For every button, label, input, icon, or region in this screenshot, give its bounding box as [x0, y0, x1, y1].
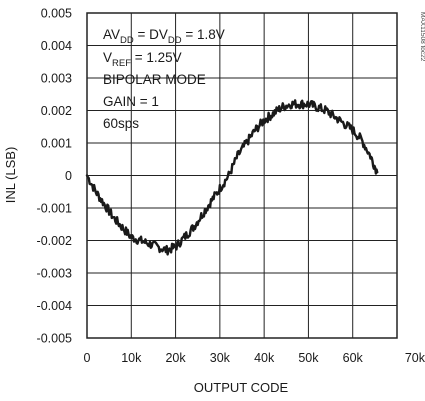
y-tick-label: 0.004	[41, 39, 72, 53]
y-tick-label: -0.001	[37, 202, 72, 216]
series-layer	[85, 99, 379, 256]
y-tick-label: -0.002	[37, 234, 72, 248]
x-tick-label: 30k	[210, 351, 231, 365]
y-axis-title: INL (LSB)	[3, 147, 18, 204]
annotation-rate: 60sps	[103, 116, 139, 131]
x-axis-title: OUTPUT CODE	[194, 380, 289, 395]
y-tick-label: -0.004	[37, 299, 72, 313]
x-tick-label: 20k	[165, 351, 186, 365]
annotation-gain: GAIN = 1	[103, 94, 159, 109]
y-tick-label: -0.003	[37, 267, 72, 281]
x-tick-label: 40k	[254, 351, 275, 365]
annotation-vref: VREF = 1.25V	[103, 50, 182, 69]
y-tick-label: 0.002	[41, 104, 72, 118]
figure-id: MAX11508 toc22	[419, 12, 425, 62]
y-tick-label: 0.001	[41, 137, 72, 151]
x-tick-label: 0	[84, 351, 91, 365]
plot-frame	[86, 12, 398, 339]
tick-labels: 0 10k 20k 30k 40k 50k 60k 70k 0.005 0.004 0.003 0.0…	[37, 7, 425, 366]
x-tick-label: 70k	[405, 351, 425, 365]
y-tick-label: 0	[65, 169, 72, 183]
x-tick-label: 50k	[298, 351, 319, 365]
y-tick-label: 0.003	[41, 72, 72, 86]
y-tick-label: -0.005	[37, 332, 72, 346]
x-tick-label: 10k	[121, 351, 142, 365]
x-tick-label: 60k	[343, 351, 364, 365]
annotation-mode: BIPOLAR MODE	[103, 72, 206, 87]
y-tick-label: 0.005	[41, 7, 72, 21]
grid-lines	[86, 12, 398, 339]
annotation-box: AVDD = DVDD = 1.8V VREF = 1.25V BIPOLAR …	[103, 27, 225, 131]
inl-series-line	[85, 99, 379, 256]
annotation-supply: AVDD = DVDD = 1.8V	[103, 27, 225, 46]
